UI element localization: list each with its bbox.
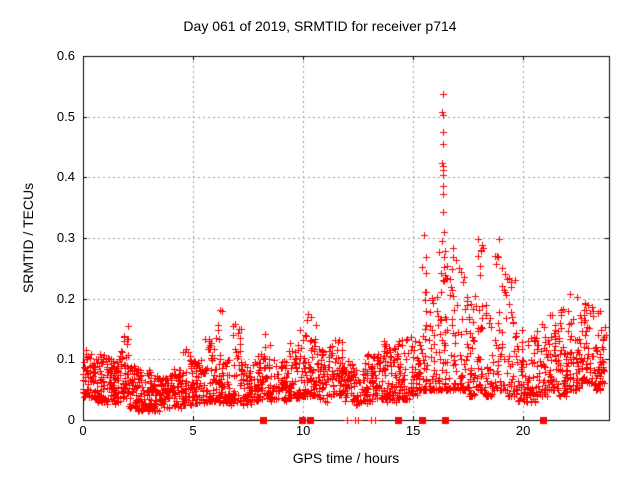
y-tick-label: 0.4 <box>56 169 75 185</box>
x-tick-label: 10 <box>295 423 311 438</box>
y-tick-label: 0.3 <box>56 230 75 245</box>
x-axis-label: GPS time / hours <box>292 450 400 466</box>
y-tick-label: 0 <box>67 412 75 427</box>
x-tick-label: 5 <box>189 423 197 438</box>
y-tick-label: 0.1 <box>56 351 75 367</box>
chart-title: Day 061 of 2019, SRMTID for receiver p71… <box>183 18 457 34</box>
x-tick-label: 20 <box>515 423 531 438</box>
y-tick-label: 0.5 <box>56 108 75 124</box>
y-tick-label: 0.2 <box>56 290 75 306</box>
x-tick-label: 15 <box>405 423 421 438</box>
x-tick-label: 0 <box>79 423 87 438</box>
y-tick-label: 0.6 <box>56 48 75 63</box>
